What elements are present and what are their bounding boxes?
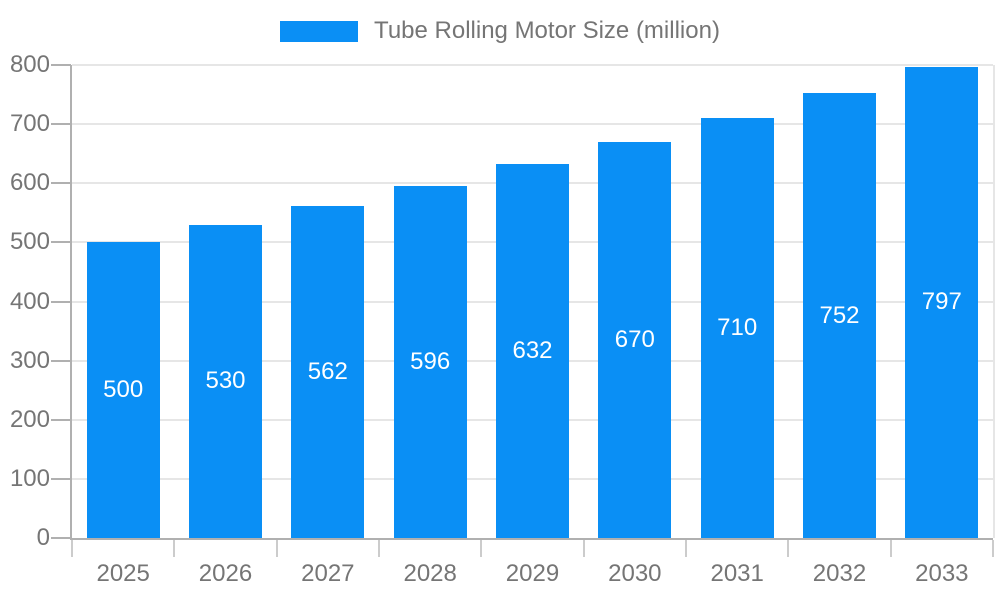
bar-2028[interactable]: 596 — [393, 185, 467, 538]
y-tick-700 — [51, 123, 71, 126]
y-tick-100 — [51, 477, 71, 480]
bar-value-label-2029: 632 — [512, 337, 553, 365]
x-tick-0 — [71, 540, 73, 557]
bar-2032[interactable]: 752 — [803, 93, 876, 538]
plot-right-border — [993, 65, 995, 538]
bar-value-label-2025: 500 — [103, 376, 144, 404]
x-axis-line — [70, 538, 993, 540]
x-tick-2 — [275, 540, 278, 557]
x-tick-label-2028: 2028 — [403, 560, 457, 587]
y-tick-label-100: 100 — [9, 464, 50, 492]
y-tick-600 — [51, 182, 71, 185]
bar-2026[interactable]: 530 — [189, 224, 262, 538]
x-tick-4 — [480, 540, 483, 557]
x-tick-9 — [992, 540, 994, 557]
x-tick-label-2031: 2031 — [710, 560, 764, 587]
chart-legend[interactable]: Tube Rolling Motor Size (million) — [0, 19, 1000, 43]
x-tick-label-2030: 2030 — [608, 560, 662, 587]
bar-value-label-2026: 530 — [205, 367, 246, 395]
y-tick-400 — [51, 300, 71, 303]
bar-value-label-2032: 752 — [819, 301, 860, 329]
x-tick-3 — [378, 540, 380, 557]
bar-value-label-2028: 596 — [410, 347, 451, 375]
bar-2030[interactable]: 670 — [598, 141, 672, 538]
bar-2029[interactable]: 632 — [496, 164, 569, 538]
y-tick-0 — [51, 537, 71, 539]
bar-value-label-2033: 797 — [921, 288, 962, 316]
y-tick-label-300: 300 — [9, 346, 50, 374]
y-tick-300 — [51, 359, 71, 362]
y-axis-line — [70, 65, 72, 538]
y-tick-200 — [51, 418, 71, 421]
x-tick-6 — [685, 540, 687, 557]
x-tick-8 — [889, 540, 892, 557]
y-tick-label-700: 700 — [9, 110, 50, 138]
x-tick-label-2032: 2032 — [812, 560, 867, 587]
x-tick-label-2026: 2026 — [198, 560, 253, 587]
bar-2033[interactable]: 797 — [905, 66, 979, 538]
y-tick-label-0: 0 — [36, 524, 50, 551]
bar-value-label-2027: 562 — [307, 357, 348, 385]
x-tick-5 — [582, 540, 585, 557]
bar-value-label-2030: 670 — [614, 325, 655, 353]
y-tick-800 — [51, 64, 71, 66]
y-tick-label-500: 500 — [9, 228, 50, 256]
x-tick-label-2033: 2033 — [915, 560, 969, 587]
legend-swatch — [280, 20, 359, 42]
x-tick-7 — [787, 540, 790, 557]
y-tick-label-600: 600 — [9, 169, 50, 197]
gridline-700 — [72, 123, 993, 126]
x-tick-label-2027: 2027 — [301, 560, 355, 587]
bar-2025[interactable]: 500 — [86, 242, 160, 538]
y-tick-label-400: 400 — [9, 287, 50, 315]
y-tick-500 — [51, 241, 71, 244]
bar-2031[interactable]: 710 — [700, 118, 774, 538]
y-tick-label-800: 800 — [9, 51, 50, 78]
bar-value-label-2031: 710 — [717, 314, 758, 342]
plot-area: 0 100 200 300 400 500 600 700 800 500 2025 530 2026 5… — [10, 51, 995, 587]
y-tick-label-200: 200 — [9, 405, 50, 433]
bar-2027[interactable]: 562 — [291, 205, 365, 538]
x-tick-label-2029: 2029 — [505, 560, 560, 587]
x-tick-label-2025: 2025 — [96, 560, 150, 587]
gridline-800 — [72, 64, 993, 66]
legend-label: Tube Rolling Motor Size (million) — [374, 17, 720, 44]
x-tick-1 — [173, 540, 176, 557]
